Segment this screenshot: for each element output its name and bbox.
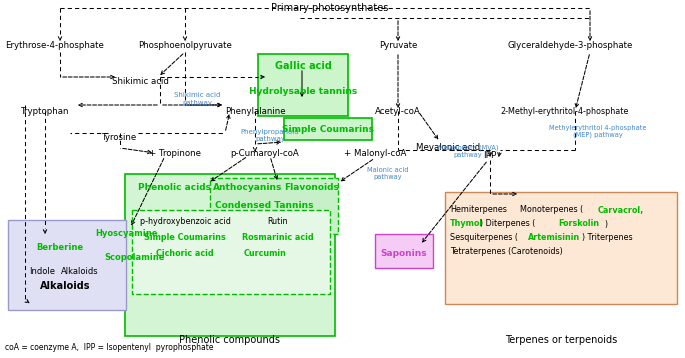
Text: Tryptophan: Tryptophan [21,106,69,116]
Text: Sesquiterpenes (: Sesquiterpenes ( [450,233,518,242]
Text: + Tropinone: + Tropinone [149,150,201,159]
Text: Terpenes or terpenoids: Terpenes or terpenoids [505,335,617,345]
Text: Alkaloids: Alkaloids [40,281,90,291]
Text: Methylerythritol 4-phosphate: Methylerythritol 4-phosphate [549,125,647,131]
Text: Berberine: Berberine [36,243,84,252]
Text: Hemiterpenes: Hemiterpenes [450,205,507,214]
Text: Gallic acid: Gallic acid [275,61,332,71]
Text: Mevalonate (MVA): Mevalonate (MVA) [438,145,498,151]
Bar [445,192,677,304]
Text: Scopolamine: Scopolamine [105,253,165,262]
Text: Hyoscyamine: Hyoscyamine [96,229,158,238]
Text: Condensed Tannins: Condensed Tannins [215,202,313,211]
Text: Phenylpropanoid: Phenylpropanoid [240,129,299,135]
Text: Phenolic compounds: Phenolic compounds [179,335,280,345]
Bar [210,178,338,234]
Bar [125,174,335,336]
Text: Primary photosynthates: Primary photosynthates [271,3,388,13]
Text: Rutin: Rutin [268,218,288,227]
Text: Forskolin: Forskolin [558,219,599,228]
Text: Alkaloids: Alkaloids [61,267,99,276]
Text: Simple Coumarins: Simple Coumarins [144,233,226,242]
Text: Rosmarinic acid: Rosmarinic acid [242,233,314,242]
Text: Phenolic acids: Phenolic acids [138,184,212,193]
Text: coA = coenzyme A,  IPP = Isopentenyl  pyrophosphate: coA = coenzyme A, IPP = Isopentenyl pyro… [5,343,214,352]
Text: Tetraterpenes (Carotenoids): Tetraterpenes (Carotenoids) [450,247,563,256]
Text: pathway: pathway [374,174,402,180]
Text: Monoterpenes (: Monoterpenes ( [520,205,583,214]
Text: pathway: pathway [453,152,482,158]
Text: Malonic acid: Malonic acid [367,167,409,173]
Text: Glyceraldehyde-3-phosphate: Glyceraldehyde-3-phosphate [508,42,633,50]
Text: Mevalonic acid: Mevalonic acid [416,144,480,153]
Bar [375,234,433,268]
Text: Phenylalanine: Phenylalanine [225,106,286,116]
Text: Acetyl-coA: Acetyl-coA [375,106,421,116]
Text: Anthocyanins: Anthocyanins [213,184,283,193]
Text: Hydrolysable tannins: Hydrolysable tannins [249,87,357,97]
Text: Indole: Indole [29,267,55,276]
Text: Curcumin: Curcumin [244,250,286,258]
Text: Tyrosine: Tyrosine [102,132,138,141]
Text: Erythrose-4-phosphate: Erythrose-4-phosphate [5,42,104,50]
Text: Phosphoenolpyruvate: Phosphoenolpyruvate [138,42,232,50]
Text: pathway: pathway [255,136,285,142]
Text: p-Cumaroyl-coA: p-Cumaroyl-coA [231,150,299,159]
Bar [8,220,126,310]
Text: 2-Methyl-erythritol-4-phosphate: 2-Methyl-erythritol-4-phosphate [501,106,630,116]
Text: (MEP) pathway: (MEP) pathway [573,132,623,138]
Text: Cichoric acid: Cichoric acid [156,250,214,258]
Text: p-hydroxybenzoic acid: p-hydroxybenzoic acid [140,218,230,227]
Text: ): ) [604,219,607,228]
Text: Flavonoids: Flavonoids [284,184,340,193]
Bar [284,118,372,140]
Bar [132,210,330,294]
Text: Simple Coumarins: Simple Coumarins [282,126,374,135]
Text: Carvacrol,: Carvacrol, [598,205,645,214]
Text: Pyruvate: Pyruvate [379,42,417,50]
Text: IPP: IPP [484,151,497,160]
Text: Saponins: Saponins [381,248,427,257]
Text: Shikimic acid: Shikimic acid [174,92,220,98]
Text: + Malonyl-coA: + Malonyl-coA [344,150,406,159]
Text: Shikimic acid: Shikimic acid [112,77,169,86]
Text: ) Diterpenes (: ) Diterpenes ( [480,219,535,228]
Bar [258,54,348,116]
Text: pathway: pathway [182,100,212,106]
Text: Thymol: Thymol [450,219,483,228]
Text: Artemisinin: Artemisinin [528,233,580,242]
Text: ) Triterpenes: ) Triterpenes [582,233,633,242]
